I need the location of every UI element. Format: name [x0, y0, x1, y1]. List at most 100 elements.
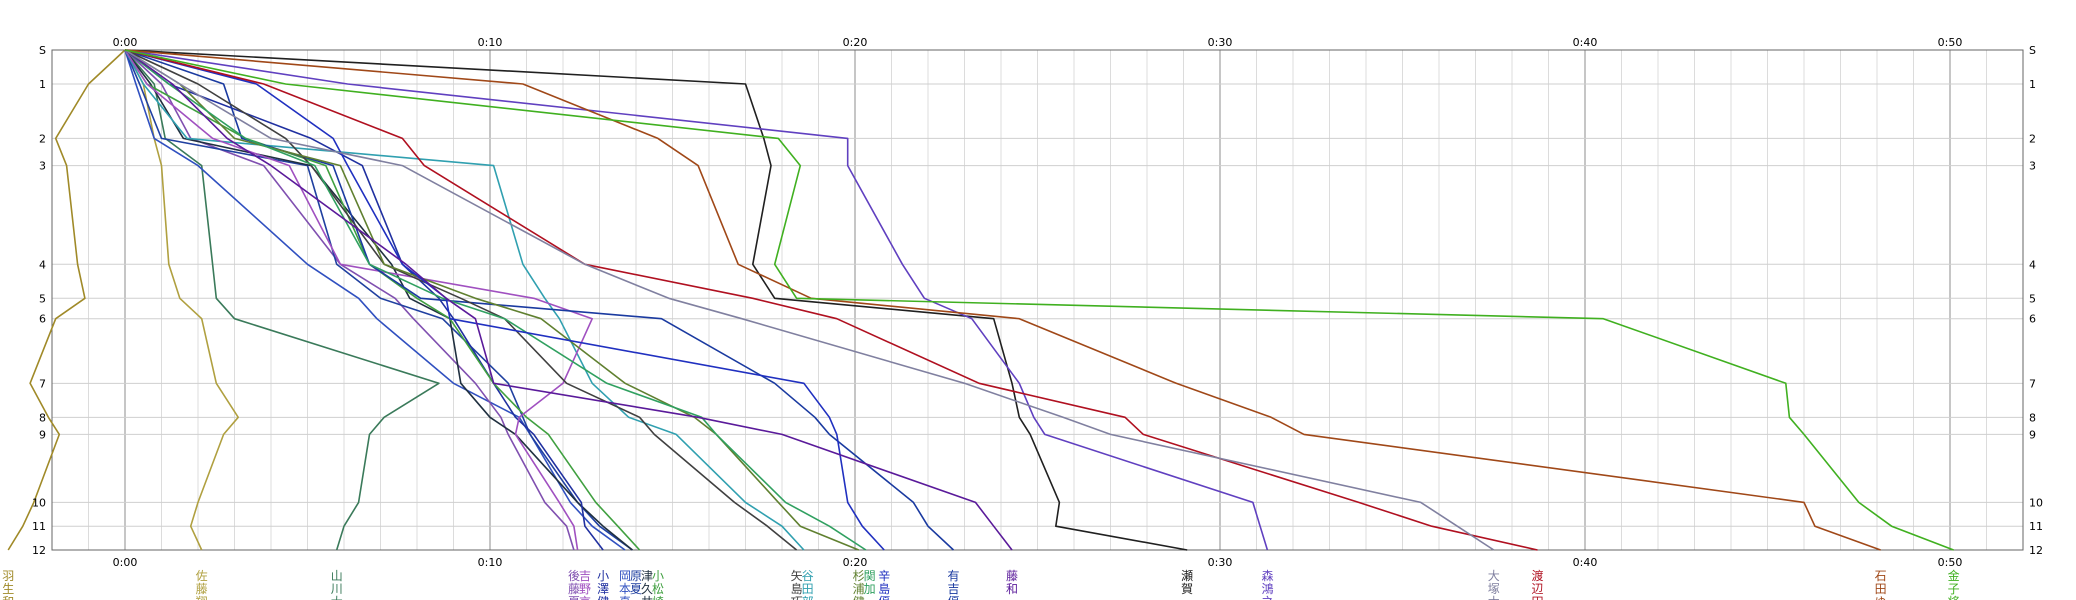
y-tick-label-right: 1	[2029, 78, 2036, 91]
runner-label-char: 浦	[853, 582, 865, 596]
x-tick-label-top: 0:00	[113, 36, 138, 49]
runner-label-char: 吉	[579, 569, 591, 583]
runner-label: 羽生和	[2, 569, 14, 600]
y-tick-label-left: 12	[32, 544, 46, 557]
runner-label: 佐藤翔	[196, 569, 208, 600]
runner-label-char: 森	[1261, 568, 1273, 583]
series-line	[124, 49, 805, 551]
runner-label-char: 吉	[948, 582, 960, 596]
runner-label: 津久井	[641, 569, 653, 600]
runner-label: 石田ゆ	[1875, 569, 1887, 600]
runner-label-char: ゆ	[1875, 595, 1887, 600]
series-line	[124, 49, 1538, 551]
runner-label: 吉野京	[579, 569, 591, 600]
runner-label-char: 辺	[1532, 582, 1544, 596]
y-tick-label-right: 3	[2029, 160, 2036, 173]
runner-label-char: 之	[1261, 595, 1273, 600]
runner-label-char: 有	[948, 569, 960, 583]
runner-label-char: 子	[1948, 582, 1960, 596]
runner-label-char: 優	[948, 595, 960, 600]
runner-label-char: 杉	[853, 569, 865, 583]
y-tick-label-right: 12	[2029, 544, 2043, 557]
runner-label: 瀬賀	[1181, 569, 1193, 596]
runner-label-char: 島	[791, 581, 803, 596]
runner-label-char: 真	[619, 595, 631, 600]
y-tick-label-right: 9	[2029, 428, 2036, 441]
runner-label: 谷田部	[802, 569, 814, 600]
runner-label: 森鴻之	[1261, 568, 1273, 600]
runner-label: 山川大	[331, 569, 343, 600]
runner-label-char: 鴻	[1261, 582, 1273, 596]
runner-label-char: 木	[1488, 595, 1500, 600]
y-tick-label-right: 2	[2029, 132, 2036, 145]
x-tick-label-top: 0:40	[1573, 36, 1598, 49]
runner-label-char: 夏	[568, 595, 580, 600]
runner-label-char: 将	[1948, 595, 1960, 600]
runner-label: 岡本真	[619, 569, 631, 600]
series-line	[124, 49, 575, 551]
series-line	[124, 49, 1495, 551]
y-tick-label-left: 10	[32, 496, 46, 509]
runner-label-char: 大	[1488, 569, 1500, 583]
series-line	[124, 49, 867, 551]
runner-label-char: 京	[579, 595, 591, 600]
y-tick-label-left: 11	[32, 520, 46, 533]
runner-label: 後藤夏	[568, 569, 580, 600]
runner-label-char: 岡	[619, 569, 631, 583]
y-tick-label-left: 9	[39, 428, 46, 441]
runner-label-char: 島	[878, 581, 890, 596]
runner-label-char: 田	[1875, 582, 1887, 596]
y-tick-label-right: 8	[2029, 411, 2036, 424]
runner-label-char: 巧	[791, 595, 803, 600]
runner-label: 矢島巧	[791, 569, 803, 600]
runner-label-char: 谷	[802, 569, 814, 583]
runner-label-char: 藤	[1006, 569, 1018, 583]
x-axis-top: 0:00 0:10 0:20 0:30 0:40 0:50	[113, 36, 1963, 49]
runner-label: 小松崎	[652, 569, 664, 600]
runner-label: 辛島優	[878, 569, 890, 600]
runner-label: 金子将	[1948, 568, 1960, 600]
runner-label-char: 羽	[2, 569, 14, 583]
y-tick-label-left: 1	[39, 78, 46, 91]
y-tick-label-left: 7	[39, 377, 46, 390]
x-tick-label-bottom: 0:20	[843, 556, 868, 569]
runner-label: 大塚木	[1488, 569, 1500, 600]
runner-label-char: 生	[2, 582, 14, 596]
runner-label-char: 野	[579, 582, 591, 596]
series-line	[124, 49, 1269, 551]
runner-label-char: 田	[802, 582, 814, 596]
plot-area-frame	[51, 49, 2024, 551]
runner-label: 有吉優	[948, 569, 960, 600]
runner-label-char: 澤	[597, 582, 609, 596]
y-tick-label-left: 2	[39, 132, 46, 145]
runner-legend: 羽生和佐藤翔山川大後藤夏吉野京小澤健岡本真原夏津久井小松崎矢島巧谷田部杉浦健関加…	[2, 568, 1959, 600]
runner-label-char: 和	[2, 595, 14, 600]
runner-label-char: 円	[1532, 595, 1544, 600]
y-tick-label-left: 6	[39, 313, 46, 326]
series-line	[7, 49, 126, 551]
x-tick-label-top: 0:10	[478, 36, 503, 49]
runner-label-char: 石	[1875, 569, 1887, 583]
series-line	[124, 49, 1881, 551]
y-tick-label-right: 7	[2029, 377, 2036, 390]
runner-label-char: 健	[597, 595, 609, 600]
x-tick-label-bottom: 0:00	[113, 556, 138, 569]
x-tick-label-bottom: 0:50	[1938, 556, 1963, 569]
runner-label-char: 夏	[630, 582, 642, 596]
y-tick-label-left: 8	[39, 411, 46, 424]
runner-label-char: 小	[597, 569, 609, 583]
series-line	[124, 49, 860, 551]
runner-label-char: 健	[853, 595, 865, 600]
runner-label: 原夏	[630, 569, 642, 596]
runner-label-char: 崎	[652, 595, 664, 600]
runner-label: 小澤健	[597, 569, 609, 600]
runner-label-char: 瀬	[1181, 569, 1193, 583]
runner-label-char: 部	[802, 594, 814, 600]
series-line	[124, 49, 885, 551]
runner-label-char: 津	[641, 569, 653, 583]
runner-label-char: 川	[331, 582, 343, 596]
runner-label-char: 辛	[878, 569, 890, 583]
